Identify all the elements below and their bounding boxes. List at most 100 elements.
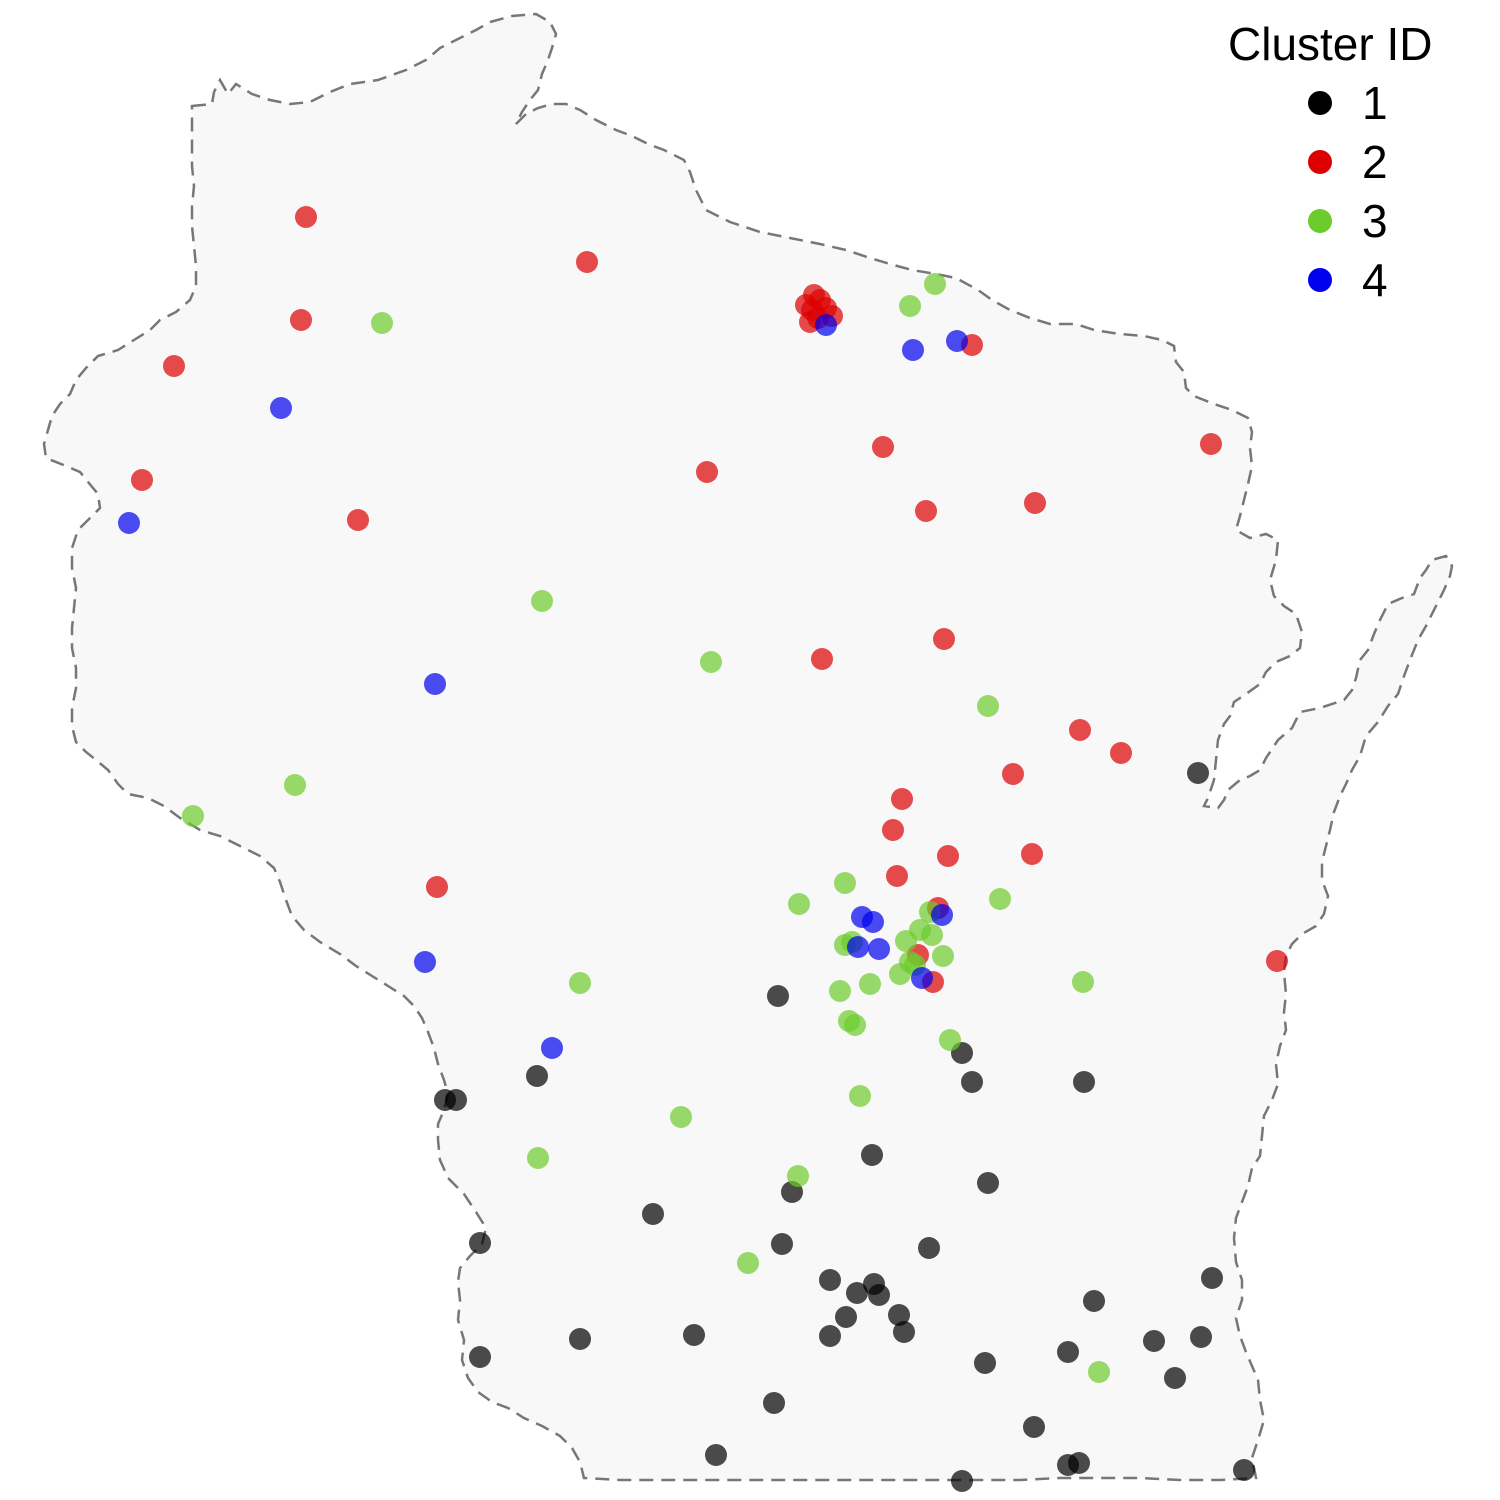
map-point-cluster-3 (569, 972, 591, 994)
legend-title: Cluster ID (1228, 18, 1433, 70)
map-point-cluster-1 (893, 1321, 915, 1343)
map-point-cluster-1 (1201, 1267, 1223, 1289)
map-point-cluster-3 (859, 973, 881, 995)
legend-dot-icon (1308, 91, 1332, 115)
map-point-cluster-4 (902, 339, 924, 361)
map-point-cluster-2 (1069, 719, 1091, 741)
map-point-cluster-1 (1023, 1416, 1045, 1438)
map-point-cluster-3 (527, 1147, 549, 1169)
map-point-cluster-4 (847, 936, 869, 958)
map-point-cluster-2 (811, 648, 833, 670)
map-point-cluster-2 (1021, 843, 1043, 865)
map-point-cluster-1 (1068, 1452, 1090, 1474)
map-point-cluster-3 (921, 924, 943, 946)
map-point-cluster-2 (1200, 433, 1222, 455)
map-point-cluster-3 (284, 774, 306, 796)
map-point-cluster-3 (787, 1165, 809, 1187)
map-point-cluster-3 (531, 590, 553, 612)
site-points-layer (118, 206, 1288, 1492)
map-point-cluster-4 (541, 1037, 563, 1059)
map-point-cluster-2 (795, 294, 817, 316)
map-point-cluster-3 (899, 951, 921, 973)
map-point-cluster-1 (1233, 1459, 1255, 1481)
map-point-cluster-3 (849, 1085, 871, 1107)
map-point-cluster-2 (891, 788, 913, 810)
map-point-cluster-3 (834, 872, 856, 894)
map-point-cluster-1 (977, 1172, 999, 1194)
map-point-cluster-1 (1073, 1071, 1095, 1093)
map-point-cluster-1 (819, 1325, 841, 1347)
map-point-cluster-3 (977, 695, 999, 717)
map-point-cluster-3 (844, 1014, 866, 1036)
map-point-cluster-1 (835, 1306, 857, 1328)
map-point-cluster-3 (371, 312, 393, 334)
map-point-cluster-1 (918, 1237, 940, 1259)
map-point-cluster-2 (1002, 763, 1024, 785)
map-point-cluster-2 (1110, 742, 1132, 764)
map-point-cluster-2 (882, 819, 904, 841)
map-point-cluster-4 (931, 904, 953, 926)
map-point-cluster-4 (946, 330, 968, 352)
legend: Cluster ID 1 2 3 4 (1228, 14, 1488, 310)
map-point-cluster-3 (1088, 1361, 1110, 1383)
map-point-cluster-2 (696, 461, 718, 483)
map-point-cluster-1 (767, 985, 789, 1007)
map-point-cluster-2 (915, 500, 937, 522)
legend-label: 2 (1362, 136, 1388, 188)
map-point-cluster-1 (1083, 1290, 1105, 1312)
legend-dot-icon (1308, 209, 1332, 233)
map-point-cluster-3 (182, 805, 204, 827)
map-point-cluster-3 (924, 273, 946, 295)
map-point-cluster-2 (1266, 950, 1288, 972)
map-point-cluster-1 (705, 1444, 727, 1466)
map-point-cluster-3 (989, 888, 1011, 910)
map-point-cluster-4 (424, 673, 446, 695)
map-point-cluster-1 (868, 1284, 890, 1306)
wisconsin-state-outline (42, 12, 1454, 1482)
legend-label: 3 (1362, 195, 1388, 247)
map-point-cluster-1 (683, 1324, 705, 1346)
legend-item-cluster-4: 4 (1228, 251, 1488, 310)
map-point-cluster-1 (1190, 1326, 1212, 1348)
map-point-cluster-4 (118, 512, 140, 534)
map-point-cluster-3 (788, 893, 810, 915)
map-point-cluster-4 (911, 967, 933, 989)
map-point-cluster-3 (899, 295, 921, 317)
map-point-cluster-3 (700, 651, 722, 673)
map-point-cluster-3 (1072, 971, 1094, 993)
legend-label: 4 (1362, 254, 1388, 306)
map-point-cluster-3 (895, 930, 917, 952)
map-point-cluster-2 (295, 206, 317, 228)
map-point-cluster-1 (1187, 762, 1209, 784)
map-point-cluster-1 (861, 1144, 883, 1166)
map-point-cluster-3 (939, 1029, 961, 1051)
map-point-cluster-4 (414, 951, 436, 973)
map-point-cluster-4 (862, 911, 884, 933)
legend-dot-icon (1308, 268, 1332, 292)
map-point-cluster-3 (670, 1106, 692, 1128)
map-point-cluster-1 (1164, 1367, 1186, 1389)
map-point-cluster-1 (763, 1392, 785, 1414)
map-point-cluster-1 (469, 1346, 491, 1368)
map-point-cluster-1 (819, 1269, 841, 1291)
map-point-cluster-3 (932, 945, 954, 967)
map-point-cluster-4 (815, 314, 837, 336)
map-point-cluster-2 (937, 845, 959, 867)
map-point-cluster-1 (1143, 1330, 1165, 1352)
map-point-cluster-4 (868, 938, 890, 960)
legend-dot-icon (1308, 150, 1332, 174)
legend-item-cluster-2: 2 (1228, 133, 1488, 192)
map-point-cluster-3 (829, 980, 851, 1002)
map-point-cluster-4 (270, 397, 292, 419)
map-point-cluster-1 (771, 1233, 793, 1255)
map-point-cluster-1 (846, 1282, 868, 1304)
map-point-cluster-1 (469, 1232, 491, 1254)
map-point-cluster-1 (569, 1328, 591, 1350)
map-point-cluster-1 (1057, 1341, 1079, 1363)
map-point-cluster-2 (1024, 492, 1046, 514)
map-point-cluster-1 (961, 1071, 983, 1093)
map-point-cluster-2 (886, 865, 908, 887)
map-point-cluster-2 (290, 309, 312, 331)
legend-item-cluster-3: 3 (1228, 192, 1488, 251)
